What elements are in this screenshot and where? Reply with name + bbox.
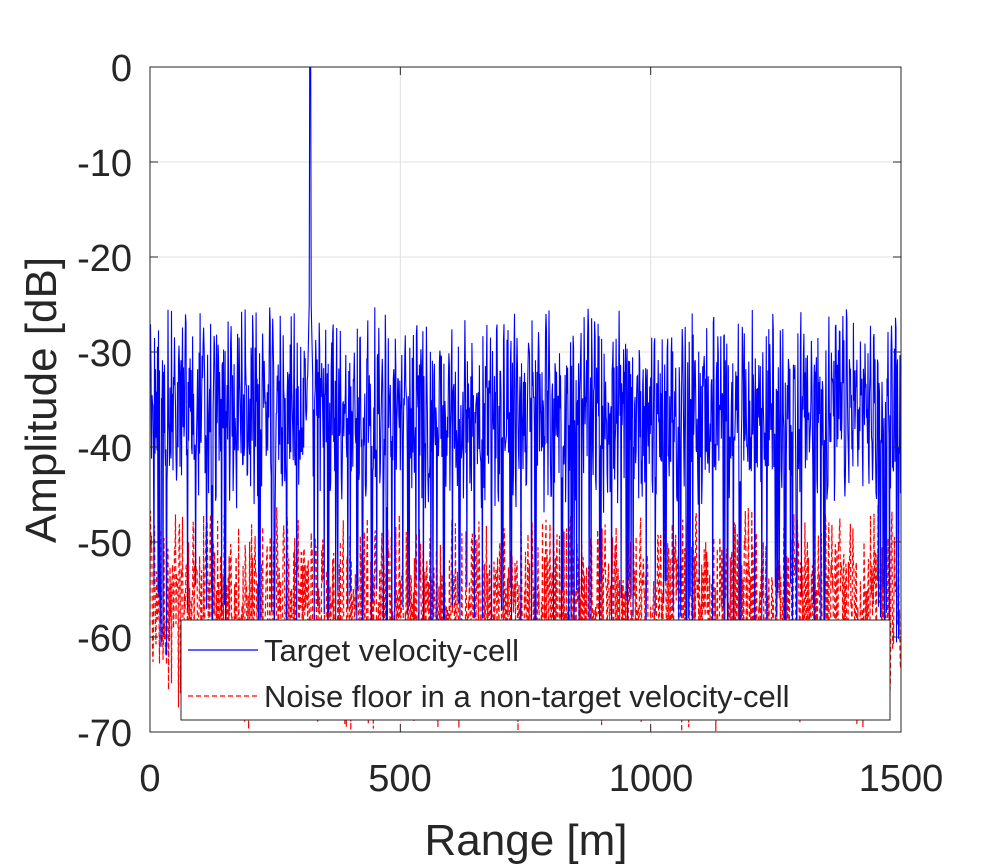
x-axis-label: Range [m] [425,816,628,865]
y-axis-label: Amplitude [dB] [17,257,66,543]
x-tick-label-2: 1000 [609,758,694,800]
y-tick-label-5: -50 [77,523,132,565]
series-line-target-velocity-cell [149,66,902,656]
legend-box [180,619,891,721]
series-layer [149,66,902,732]
y-tick-label-6: -60 [77,618,132,660]
ticks [149,66,902,733]
y-tick-label-2: -20 [77,238,132,280]
y-tick-label-0: 0 [111,48,132,90]
y-tick-labels: 0 -10 -20 -30 -40 -50 -60 -70 [77,48,132,755]
y-tick-label-7: -70 [77,713,132,755]
y-tick-label-3: -30 [77,333,132,375]
x-tick-label-1: 500 [368,758,431,800]
x-tick-labels: 0 500 1000 1500 [139,758,943,800]
axes-frame [149,66,902,733]
legend-label-noise: Noise floor in a non-target velocity-cel… [264,679,790,714]
legend-label-target: Target velocity-cell [264,633,519,668]
x-tick-label-3: 1500 [859,758,944,800]
legend: Target velocity-cell Noise floor in a no… [180,619,891,721]
x-tick-label-0: 0 [139,758,160,800]
y-tick-label-4: -40 [77,428,132,470]
y-tick-label-1: -10 [77,143,132,185]
